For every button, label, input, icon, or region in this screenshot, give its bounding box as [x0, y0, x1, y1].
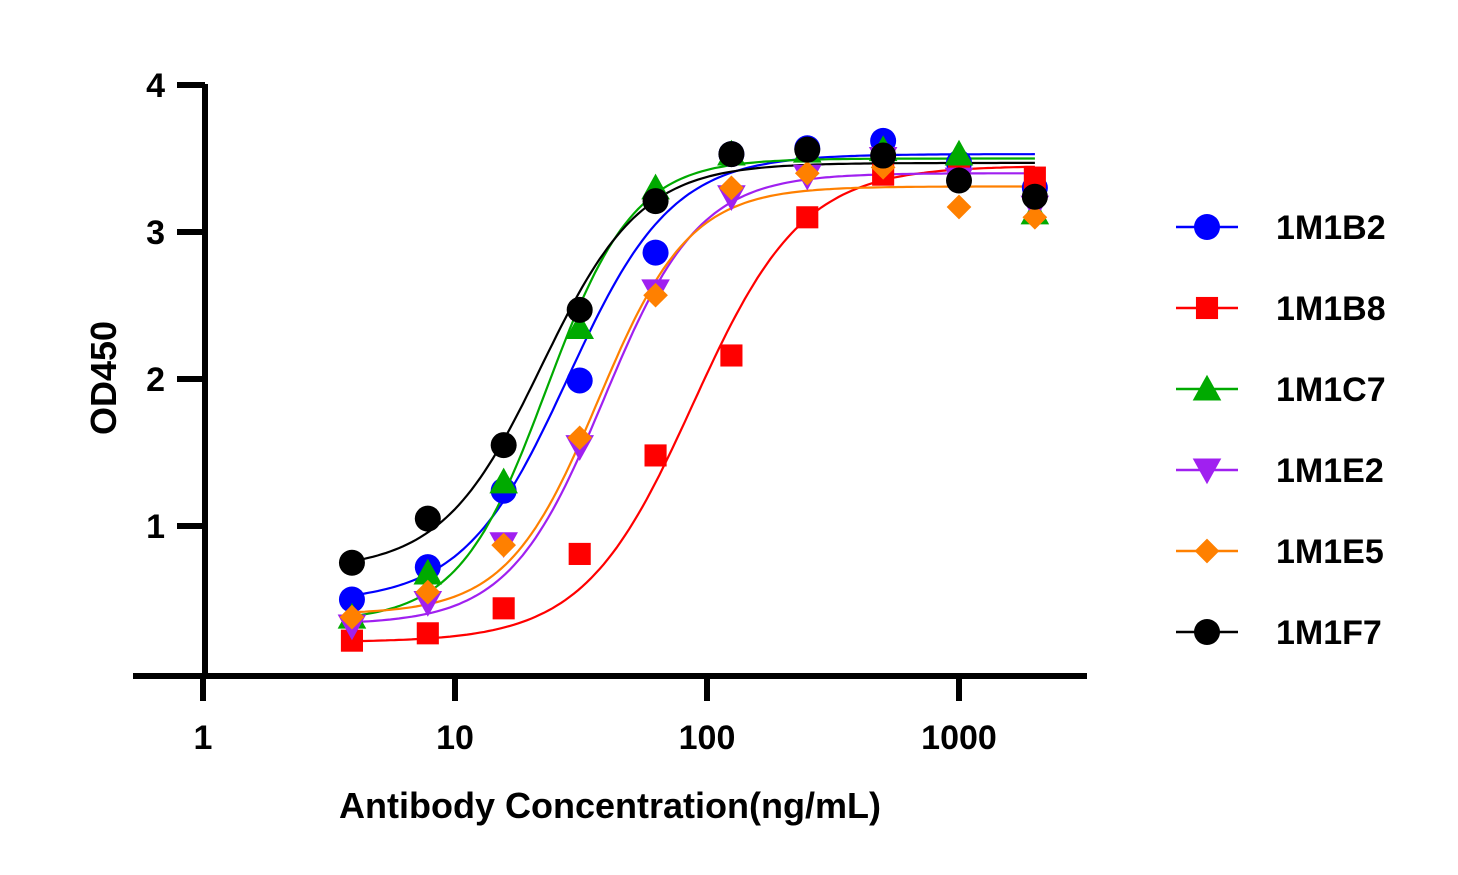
legend-label: 1M1E2: [1276, 452, 1384, 490]
data-point: [492, 597, 515, 620]
data-point: [794, 136, 821, 163]
legend-item-1M1F7: 1M1F7: [1176, 614, 1382, 652]
data-point: [567, 425, 593, 451]
fit-curve-1M1E5: [351, 185, 1035, 614]
data-point: [643, 282, 668, 308]
x-tick-label: 100: [679, 719, 736, 757]
x-tick-label: 1: [194, 719, 213, 757]
data-point: [946, 194, 972, 220]
legend-label: 1M1B2: [1276, 209, 1386, 247]
x-axis-title: Antibody Concentration(ng/mL): [339, 785, 881, 826]
x-axis-ticks: 1 10 100 1000: [194, 676, 997, 757]
legend-label: 1M1F7: [1276, 614, 1382, 652]
data-point: [642, 188, 669, 215]
data-point: [489, 467, 518, 494]
y-axis-title: OD450: [83, 321, 124, 435]
legend: 1M1B2 1M1B8 1M1C7 1M1E2 1M1E5 1M1F7: [1176, 209, 1386, 652]
data-point: [644, 444, 667, 467]
data-point: [1022, 204, 1048, 230]
data-point: [491, 532, 517, 558]
legend-item-1M1E5: 1M1E5: [1176, 533, 1384, 571]
series-1M1C7: [337, 135, 1050, 629]
legend-marker: [1192, 458, 1222, 485]
data-point: [415, 579, 441, 605]
data-point: [944, 139, 974, 166]
data-point: [566, 296, 593, 323]
data-point: [339, 604, 365, 630]
series-1M1F7: [338, 136, 1048, 576]
data-point: [565, 313, 595, 339]
data-point: [414, 505, 441, 532]
x-tick-label: 10: [436, 719, 474, 757]
series-1M1E2: [337, 147, 1050, 641]
series-1M1E5: [339, 154, 1048, 630]
y-tick-label: 2: [146, 361, 165, 399]
data-point: [720, 344, 743, 367]
fit-curves: [351, 153, 1035, 643]
data-point: [338, 549, 365, 576]
data-point: [1021, 183, 1048, 210]
fit-curve-1M1F7: [351, 161, 1035, 563]
legend-label: 1M1E5: [1276, 533, 1384, 571]
data-point: [340, 629, 363, 652]
data-point: [568, 542, 591, 565]
y-tick-label: 1: [146, 508, 165, 546]
data-point: [796, 206, 819, 229]
legend-label: 1M1B8: [1276, 290, 1386, 328]
data-point: [413, 558, 443, 585]
legend-item-1M1B8: 1M1B8: [1176, 290, 1386, 328]
legend-marker: [1194, 214, 1220, 240]
legend-label: 1M1C7: [1276, 371, 1386, 409]
legend-marker: [1195, 296, 1219, 320]
data-point: [719, 175, 744, 201]
data-point: [1023, 166, 1046, 189]
legend-item-1M1B2: 1M1B2: [1176, 209, 1386, 247]
data-point: [338, 586, 365, 613]
fit-curve-1M1B2: [351, 153, 1035, 597]
fit-curve-1M1C7: [351, 157, 1035, 618]
y-tick-label: 4: [146, 67, 165, 105]
data-point: [416, 622, 439, 645]
data-point: [566, 367, 593, 394]
y-tick-label: 3: [146, 214, 165, 252]
legend-item-1M1E2: 1M1E2: [1176, 452, 1384, 490]
data-point: [642, 239, 669, 266]
data-point: [718, 141, 745, 168]
data-point: [946, 167, 972, 194]
legend-item-1M1C7: 1M1C7: [1176, 371, 1386, 409]
series-1M1B2: [338, 127, 1048, 613]
x-tick-label: 1000: [921, 719, 997, 757]
data-point: [490, 432, 517, 459]
legend-marker: [1194, 538, 1220, 564]
legend-marker: [1194, 619, 1220, 645]
data-point: [794, 160, 820, 186]
legend-marker: [1192, 374, 1222, 401]
data-point: [870, 142, 897, 169]
y-axis-ticks: 1 2 3 4: [146, 67, 205, 546]
fit-curve-1M1E2: [351, 172, 1035, 624]
data-points: [337, 127, 1050, 652]
